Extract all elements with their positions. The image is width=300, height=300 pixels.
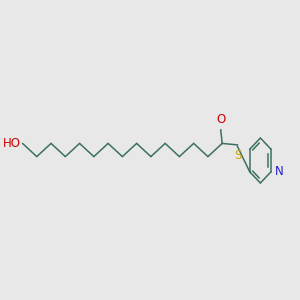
Text: O: O: [216, 113, 225, 126]
Text: HO: HO: [3, 137, 21, 150]
Text: N: N: [274, 165, 283, 178]
Text: S: S: [234, 149, 242, 162]
